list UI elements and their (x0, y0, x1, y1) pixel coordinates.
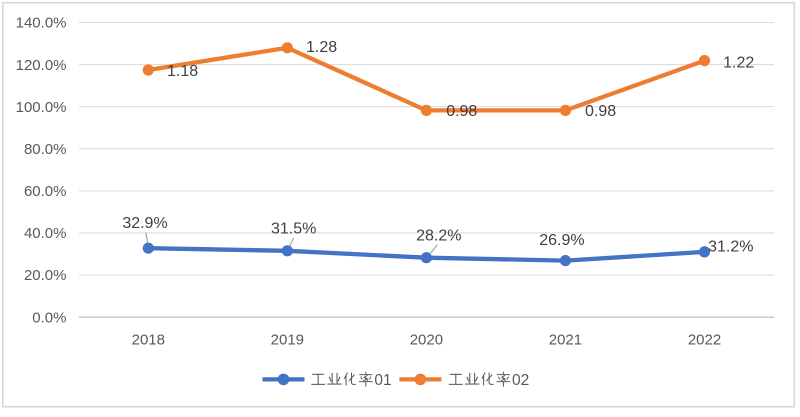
svg-text:2018: 2018 (132, 331, 165, 348)
svg-text:2022: 2022 (688, 331, 721, 348)
svg-text:02: 02 (512, 372, 529, 389)
svg-text:2021: 2021 (549, 331, 582, 348)
svg-text:31.2%: 31.2% (708, 238, 753, 255)
svg-text:1.28: 1.28 (306, 39, 337, 56)
svg-text:28.2%: 28.2% (416, 227, 461, 244)
svg-text:120.0%: 120.0% (16, 57, 67, 74)
svg-text:1.18: 1.18 (167, 63, 198, 80)
svg-text:32.9%: 32.9% (122, 215, 167, 232)
svg-text:140.0%: 140.0% (16, 15, 67, 32)
svg-text:60.0%: 60.0% (24, 183, 67, 200)
svg-text:31.5%: 31.5% (271, 221, 316, 238)
svg-text:1.22: 1.22 (723, 54, 754, 71)
svg-text:80.0%: 80.0% (24, 141, 67, 158)
svg-text:0.98: 0.98 (585, 103, 616, 120)
svg-text:2019: 2019 (271, 331, 304, 348)
svg-text:0.98: 0.98 (446, 103, 477, 120)
svg-text:26.9%: 26.9% (539, 232, 584, 249)
svg-text:0.0%: 0.0% (32, 309, 66, 326)
svg-text:20.0%: 20.0% (24, 267, 67, 284)
svg-text:100.0%: 100.0% (16, 99, 67, 116)
svg-text:01: 01 (374, 372, 391, 389)
svg-text:40.0%: 40.0% (24, 225, 67, 242)
svg-text:2020: 2020 (410, 331, 443, 348)
